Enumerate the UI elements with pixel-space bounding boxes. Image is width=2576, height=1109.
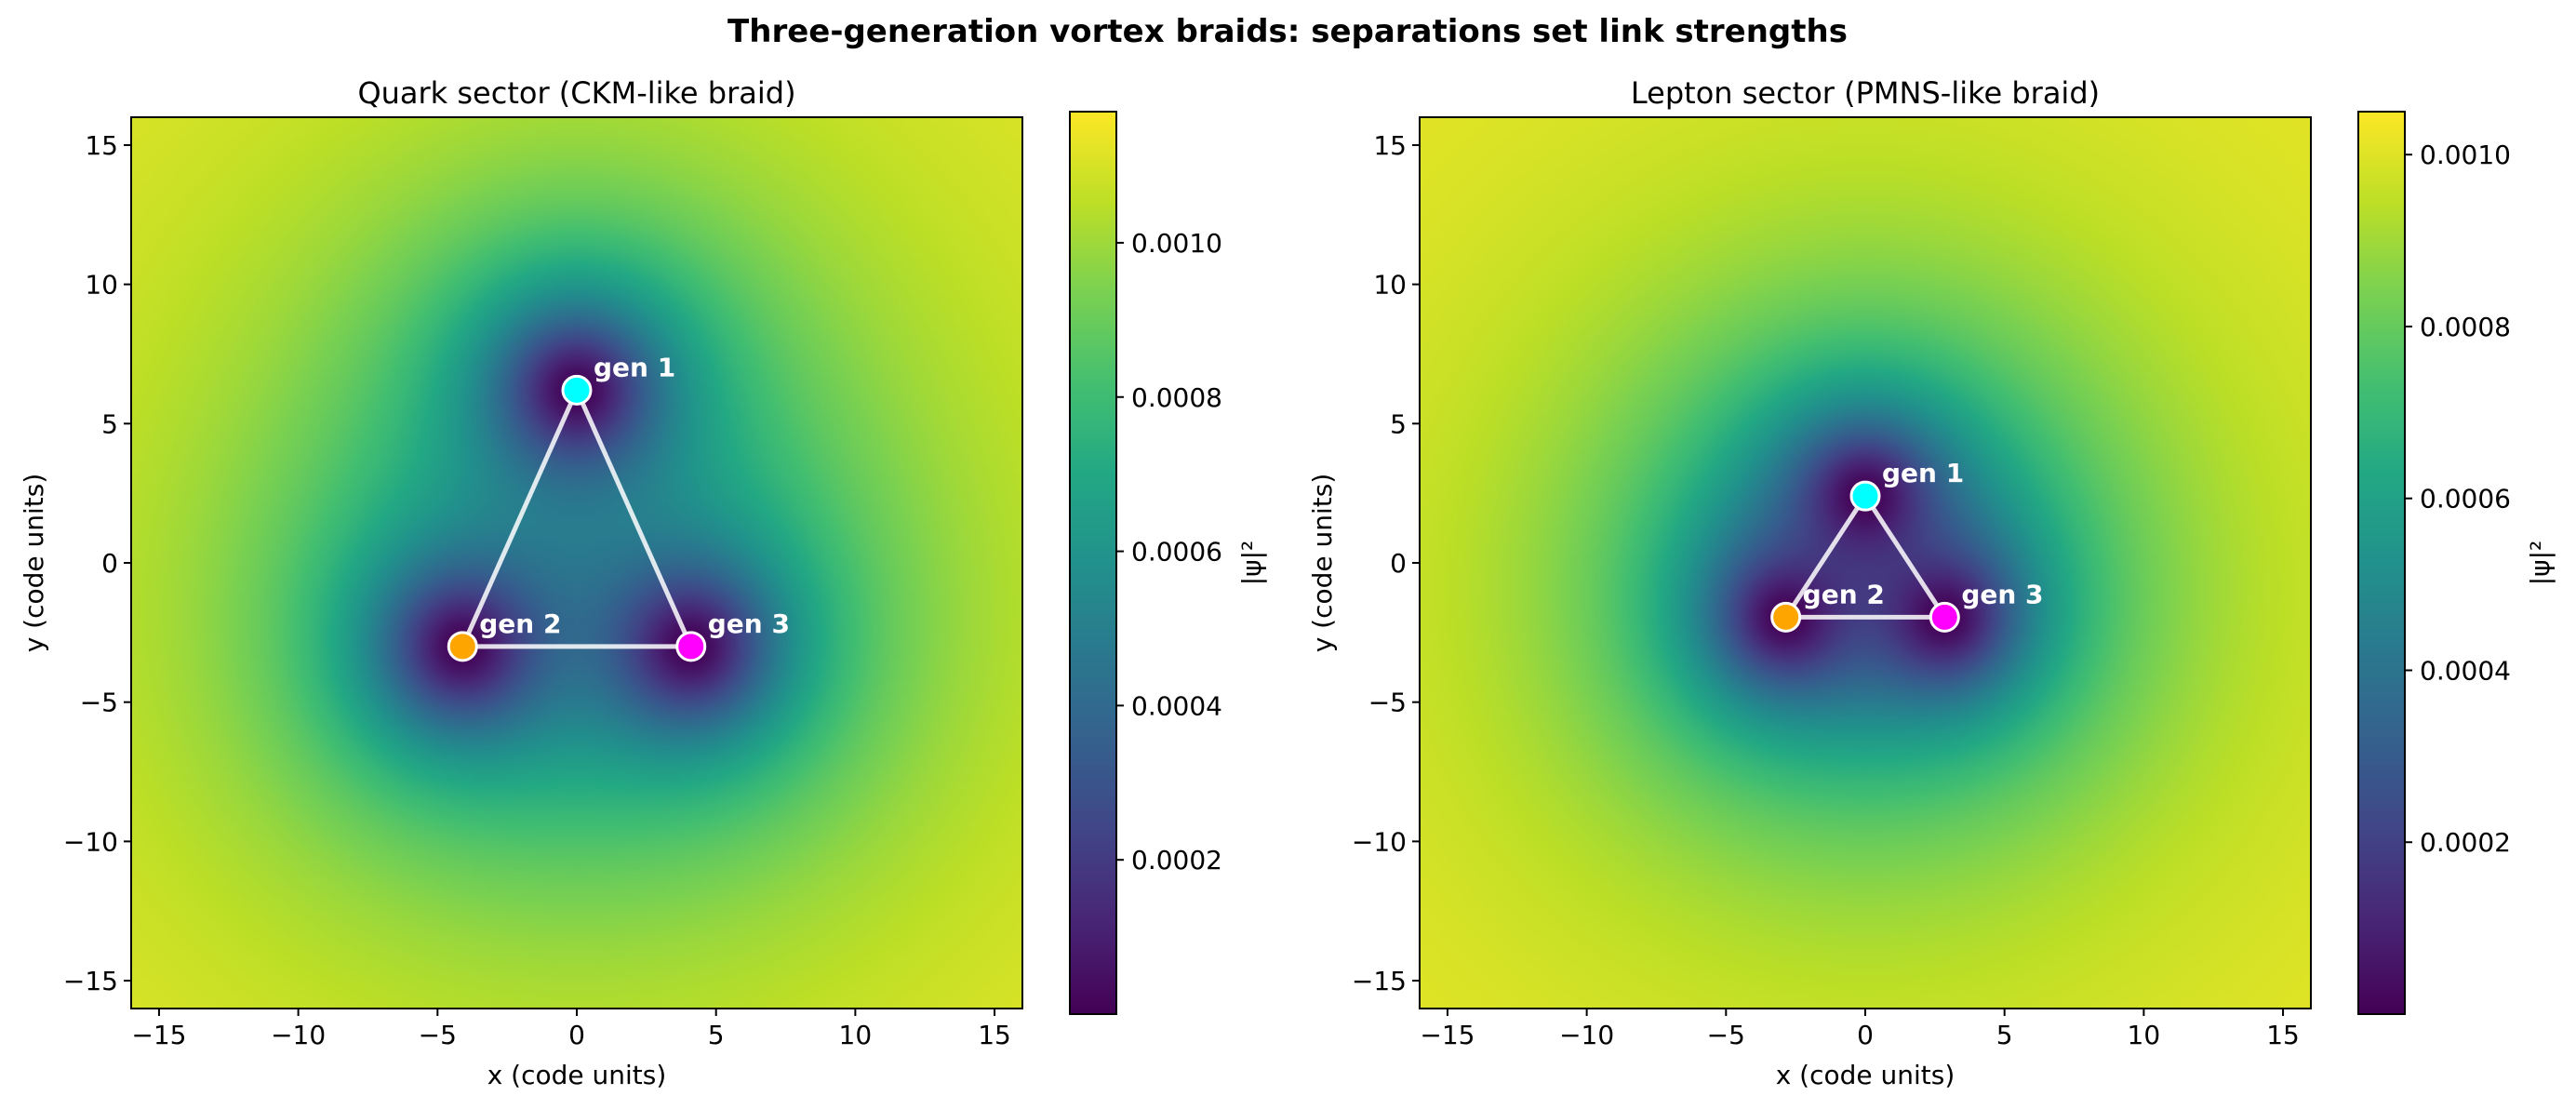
x-tick-label: 15: [978, 1020, 1011, 1050]
vortex-label-gen-2: gen 2: [479, 608, 561, 639]
vortex-marker-gen-2: [1770, 601, 1802, 633]
x-tick-label: −15: [1420, 1020, 1475, 1050]
chart-panel-2: gen 1 gen 2 gen 3 −15 −10 −5 0 5 10 15 −15 −10 −5 0 5 1…: [1307, 75, 2556, 1090]
vortex-marker-gen-1: [561, 374, 593, 406]
x-tick-label: −10: [1559, 1020, 1614, 1050]
y-tick-label: 5: [101, 408, 118, 439]
colorbar-tick-label: 0.0002: [2420, 827, 2511, 858]
x-axis-label: x (code units): [1776, 1060, 1955, 1090]
heatmap-image: [131, 117, 1022, 1009]
y-axis-label: y (code units): [1307, 474, 1338, 653]
colorbar: [1069, 111, 1117, 1015]
y-tick-label: 10: [1373, 270, 1407, 301]
braid-triangle: [460, 387, 694, 649]
y-tick-label: −10: [63, 826, 118, 857]
colorbar-tick-label: 0.0004: [2420, 655, 2511, 686]
vortex-marker-gen-2: [447, 631, 478, 662]
x-tick-label: −5: [1707, 1020, 1745, 1050]
x-tick-label: −15: [131, 1020, 186, 1050]
y-tick-label: 15: [1373, 130, 1407, 161]
vortex-label-gen-3: gen 3: [708, 608, 790, 639]
panel-title: Quark sector (CKM-like braid): [357, 75, 795, 111]
colorbar-label: |ψ|²: [2525, 541, 2556, 586]
panel-title: Lepton sector (PMNS-like braid): [1631, 75, 2100, 111]
x-tick-label: 15: [2266, 1020, 2300, 1050]
y-tick-label: 5: [1390, 408, 1407, 439]
y-tick-label: 0: [101, 548, 118, 579]
y-tick-label: −15: [1352, 966, 1407, 996]
colorbar-tick-label: 0.0010: [1131, 228, 1222, 259]
colorbar-tick-label: 0.0008: [1131, 382, 1222, 413]
figure-title: Three-generation vortex braids: separati…: [727, 13, 1848, 50]
vortex-label-gen-2: gen 2: [1803, 579, 1885, 609]
chart-panel-1: gen 1 gen 2 gen 3 −15 −10 −5 0 5 10 15 −15 −10 −5 0 5 1…: [19, 75, 1267, 1090]
braid-triangle: [1783, 493, 1947, 620]
x-tick-label: 0: [1857, 1020, 1874, 1050]
colorbar-label: |ψ|²: [1236, 541, 1267, 586]
colorbar-tick-label: 0.0006: [1131, 537, 1222, 568]
colorbar-tick-label: 0.0002: [1131, 845, 1222, 875]
colorbar-tick-label: 0.0004: [1131, 690, 1222, 721]
colorbar-tick-label: 0.0010: [2420, 140, 2511, 170]
x-tick-label: 5: [708, 1020, 725, 1050]
heatmap-image: [1420, 117, 2311, 1009]
vortex-marker-gen-3: [1929, 601, 1960, 633]
vortex-label-gen-1: gen 1: [1882, 458, 1964, 488]
vortex-label-gen-1: gen 1: [594, 352, 675, 382]
y-tick-label: −10: [1352, 826, 1407, 857]
y-tick-label: −5: [80, 688, 118, 718]
colorbar: [2357, 111, 2406, 1015]
y-axis-label: y (code units): [19, 474, 49, 653]
y-tick-label: 10: [85, 270, 118, 301]
vortex-marker-gen-3: [675, 631, 707, 662]
x-tick-label: −10: [271, 1020, 326, 1050]
x-tick-label: 0: [568, 1020, 585, 1050]
x-tick-label: −5: [419, 1020, 457, 1050]
colorbar-tick-label: 0.0008: [2420, 312, 2511, 342]
x-tick-label: 10: [2128, 1020, 2161, 1050]
colorbar-tick-label: 0.0006: [2420, 484, 2511, 514]
vortex-label-gen-3: gen 3: [1961, 579, 2043, 609]
y-tick-label: −5: [1368, 688, 1407, 718]
x-tick-label: 10: [839, 1020, 873, 1050]
y-tick-label: 15: [85, 130, 118, 161]
panels: gen 1 gen 2 gen 3 −15 −10 −5 0 5 10 15 −15 −10 −5 0 5 1…: [19, 75, 2556, 1090]
y-tick-label: 0: [1390, 548, 1407, 579]
x-axis-label: x (code units): [487, 1060, 667, 1090]
x-tick-label: 5: [1996, 1020, 2013, 1050]
vortex-marker-gen-1: [1849, 480, 1881, 512]
y-tick-label: −15: [63, 966, 118, 996]
